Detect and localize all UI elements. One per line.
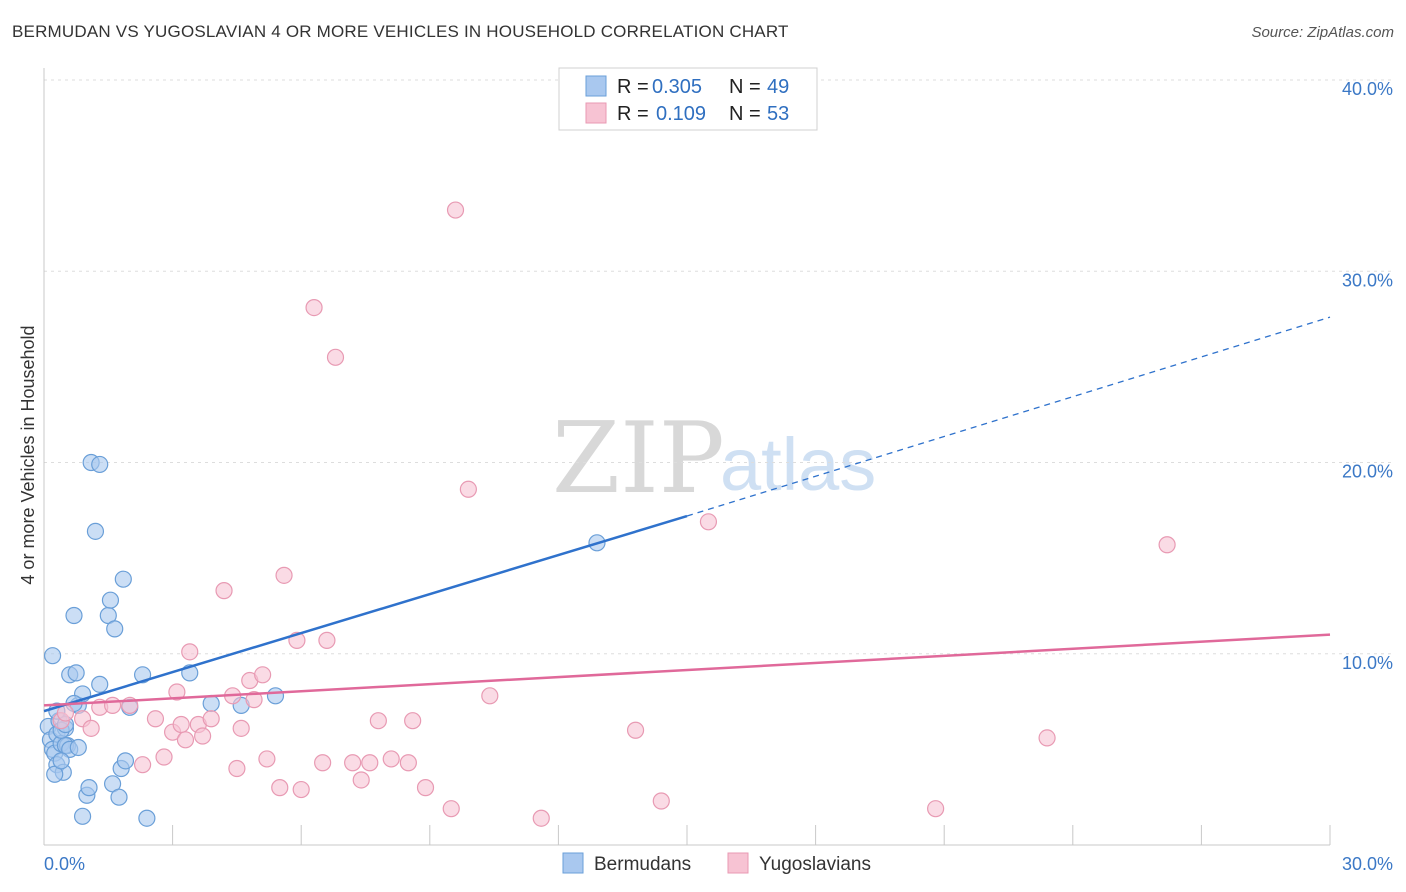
source-label: Source: ZipAtlas.com [1251, 24, 1394, 41]
bermudan-trend-line [43, 514, 688, 713]
yugoslavian-point [275, 566, 293, 584]
yugoslavian-point [532, 809, 550, 827]
yugoslavian-point [103, 696, 122, 714]
yugoslavian-point [399, 754, 417, 772]
legend-r-label: R = [617, 103, 649, 125]
yugoslavian-point [481, 687, 499, 705]
chart-title: BERMUDAN VS YUGOSLAVIAN 4 OR MORE VEHICL… [12, 22, 789, 41]
bermudan-trend-extension [686, 316, 1331, 517]
trend-layer [43, 316, 1331, 713]
y-tick-label: 40.0% [1342, 79, 1393, 99]
yugoslavian-point [271, 779, 289, 797]
y-tick-label: 20.0% [1342, 462, 1393, 482]
bermudan-point [67, 664, 85, 682]
bermudan-point [266, 687, 285, 705]
bermudan-point [73, 807, 92, 825]
legend-box: R = 0.305 N = 49 R = 0.109 N = 53 [558, 67, 818, 131]
yugoslavian-point [1038, 729, 1056, 747]
bermudan-point [80, 779, 98, 797]
bermudan-point [86, 522, 105, 540]
yugoslavian-point [176, 731, 195, 749]
yugoslavian-point [228, 759, 246, 778]
y-tick-label: 10.0% [1342, 653, 1393, 673]
grid-layer [44, 79, 1392, 655]
bermudan-point [138, 809, 156, 827]
axis-layer: 10.0% 20.0% 30.0% 40.0% 0.0% 30.0% [43, 68, 1393, 874]
bottom-legend-swatch-bermudans [562, 852, 584, 874]
yugoslavian-point [305, 298, 323, 317]
yugoslavian-point [314, 754, 332, 772]
bermudan-point [116, 752, 135, 770]
bermudan-point [69, 738, 87, 757]
bermudan-point [43, 647, 62, 665]
yugoslavian-point [446, 201, 465, 219]
yugoslavian-point [245, 691, 263, 709]
legend-n-label: N = [729, 76, 761, 98]
yugoslavian-point [292, 780, 310, 799]
legend-n-label: N = [729, 103, 761, 125]
yugoslavian-point [326, 348, 345, 366]
yugoslavian-point [146, 710, 165, 728]
yugoslavian-point [382, 750, 400, 768]
yugoslavian-point [172, 715, 190, 734]
yugoslavian-point [442, 800, 460, 818]
bermudan-point [114, 570, 132, 588]
yugoslavian-point [352, 771, 370, 789]
bermudan-point [106, 620, 124, 638]
yugoslavian-point [459, 480, 477, 498]
legend-swatch-bermudans [585, 75, 607, 97]
bottom-legend-swatch-yugoslavians [727, 852, 749, 874]
bermudan-point [202, 694, 220, 713]
legend-n-value: 49 [767, 76, 789, 98]
yugoslavian-point [404, 712, 422, 730]
yugoslavian-point [258, 750, 276, 768]
yugoslavian-trend-line [43, 633, 1331, 707]
yugoslavian-point [181, 643, 199, 661]
bottom-legend: Bermudans Yugoslavians [562, 852, 871, 875]
legend-r-value: 0.109 [656, 103, 706, 125]
yugoslavian-point [254, 666, 272, 684]
x-tick-label: 30.0% [1342, 854, 1393, 874]
legend-swatch-yugoslavians [585, 102, 607, 124]
points-layer [39, 201, 1176, 827]
bermudan-point [52, 752, 70, 770]
watermark-atlas-text: atlas [720, 423, 876, 506]
x-tick-label: 0.0% [44, 854, 85, 874]
yugoslavian-point [155, 748, 173, 766]
yugoslavian-point [626, 721, 645, 739]
yugoslavian-point [361, 754, 379, 772]
bermudan-point [110, 788, 128, 806]
yugoslavian-point [652, 792, 670, 810]
yugoslavian-point [133, 756, 152, 774]
bottom-legend-bermudans: Bermudans [594, 854, 691, 875]
bermudan-point [91, 675, 109, 693]
legend-r-value: 0.305 [652, 76, 702, 98]
legend-n-value: 53 [767, 103, 789, 125]
yugoslavian-point [699, 513, 718, 531]
yugoslavian-point [344, 754, 362, 772]
watermark-zip-text: ZIP [552, 402, 725, 516]
bermudan-point [65, 606, 83, 625]
yugoslavian-point [168, 683, 186, 701]
yugoslavian-point [232, 719, 250, 737]
yugoslavian-point [215, 582, 233, 600]
y-axis-label: 4 or more Vehicles in Household [18, 325, 38, 584]
yugoslavian-point [416, 779, 435, 797]
bermudan-point [91, 455, 109, 474]
yugoslavian-point [194, 727, 212, 745]
yugoslavian-point [927, 800, 945, 818]
legend-r-label: R = [617, 76, 649, 98]
bermudan-point [101, 591, 120, 609]
yugoslavian-point [82, 719, 100, 737]
yugoslavian-point [202, 710, 220, 728]
yugoslavian-point [369, 712, 387, 730]
yugoslavian-point [318, 631, 336, 649]
y-tick-label: 30.0% [1342, 270, 1393, 290]
bottom-legend-yugoslavians: Yugoslavians [759, 854, 871, 875]
yugoslavian-point [1158, 536, 1176, 554]
